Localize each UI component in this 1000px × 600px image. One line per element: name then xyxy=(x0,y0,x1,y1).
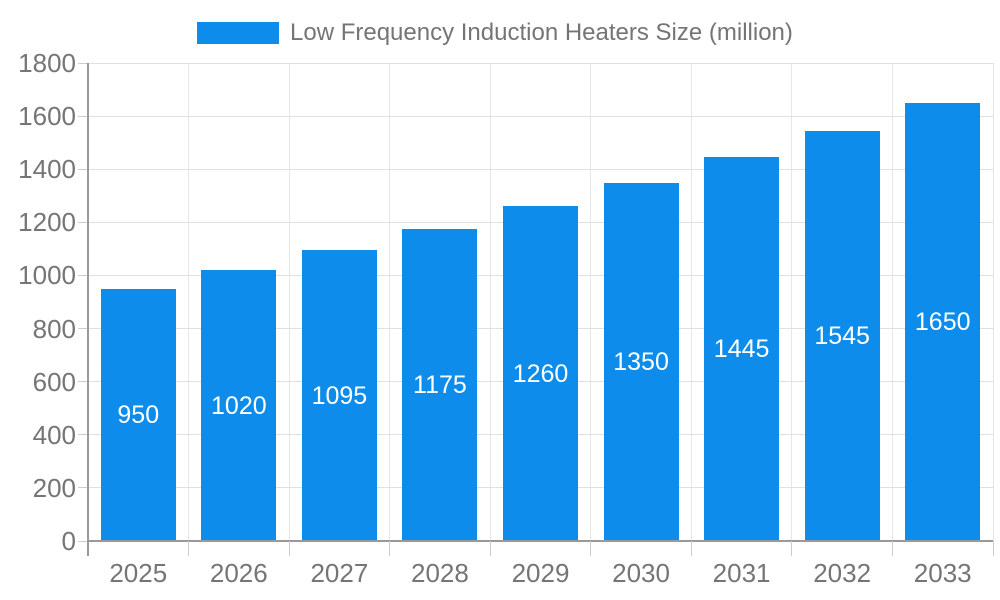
bar[interactable] xyxy=(402,228,478,541)
x-axis-line xyxy=(88,540,993,542)
x-axis-tick xyxy=(489,541,491,556)
x-tick-label: 2028 xyxy=(411,558,469,588)
gridline-horizontal xyxy=(88,168,993,170)
bar[interactable] xyxy=(804,130,880,541)
y-tick-label: 0 xyxy=(61,526,76,556)
x-axis-tick xyxy=(690,541,692,556)
bar[interactable] xyxy=(301,250,377,541)
gridline-horizontal xyxy=(88,115,993,117)
y-axis-tick xyxy=(78,274,88,276)
bar[interactable] xyxy=(100,288,176,541)
gridline-vertical xyxy=(188,63,190,541)
bar-value-label: 1095 xyxy=(311,381,368,410)
x-tick-label: 2030 xyxy=(612,558,670,588)
y-axis-tick xyxy=(78,168,88,170)
x-axis-tick xyxy=(992,541,994,556)
y-tick-label: 1800 xyxy=(18,48,76,78)
y-tick-label: 1000 xyxy=(18,260,76,291)
bar-value-label: 1260 xyxy=(512,359,569,388)
legend[interactable]: Low Frequency Induction Heaters Size (mi… xyxy=(197,19,793,47)
y-axis-tick xyxy=(78,221,88,223)
x-axis-tick xyxy=(590,541,592,556)
x-tick-label: 2033 xyxy=(913,558,972,588)
bar[interactable] xyxy=(704,157,780,541)
gridline-vertical xyxy=(690,63,692,541)
gridline-vertical xyxy=(992,63,994,541)
bar-value-label: 1350 xyxy=(613,347,669,376)
bar-value-label: 1650 xyxy=(914,307,971,336)
y-tick-label: 1600 xyxy=(18,101,76,132)
x-tick-label: 2026 xyxy=(209,558,268,588)
gridline-vertical xyxy=(288,63,290,541)
gridline-vertical xyxy=(489,63,491,541)
gridline-vertical xyxy=(590,63,592,541)
bar-value-label: 1020 xyxy=(211,391,267,420)
y-tick-label: 400 xyxy=(32,419,76,450)
y-tick-label: 1200 xyxy=(18,207,76,238)
x-tick-label: 2029 xyxy=(511,558,570,588)
bar[interactable] xyxy=(603,182,679,541)
x-axis-tick xyxy=(891,541,893,556)
gridline-vertical xyxy=(389,63,391,541)
y-axis-tick xyxy=(78,381,88,383)
bar-value-label: 1175 xyxy=(413,370,467,399)
y-tick-label: 800 xyxy=(32,313,76,344)
y-axis-tick xyxy=(78,62,88,64)
bar[interactable] xyxy=(905,102,981,541)
bar[interactable] xyxy=(201,270,277,541)
x-tick-label: 2032 xyxy=(813,558,872,588)
y-axis-tick xyxy=(78,540,88,542)
y-tick-label: 1400 xyxy=(18,154,76,185)
bar[interactable] xyxy=(503,206,578,541)
x-tick-label: 2027 xyxy=(310,558,369,588)
bar-value-label: 950 xyxy=(117,400,160,429)
x-tick-label: 2025 xyxy=(109,558,168,588)
x-axis-tick xyxy=(288,541,290,556)
y-tick-label: 600 xyxy=(32,366,76,397)
x-tick-label: 2031 xyxy=(712,558,771,588)
gridline-vertical xyxy=(891,63,893,541)
y-axis-line xyxy=(87,63,89,556)
x-axis-tick xyxy=(188,541,190,556)
y-axis-tick xyxy=(78,115,88,117)
gridline-vertical xyxy=(791,63,793,541)
bar-value-label: 1445 xyxy=(713,335,770,364)
y-axis-tick xyxy=(78,434,88,436)
y-axis-tick xyxy=(78,328,88,330)
gridline-horizontal xyxy=(88,62,993,64)
legend-label: Low Frequency Induction Heaters Size (mi… xyxy=(290,19,793,46)
y-tick-label: 200 xyxy=(32,472,76,503)
legend-swatch-icon xyxy=(197,22,279,44)
y-axis-tick xyxy=(78,487,88,489)
bar-value-label: 1545 xyxy=(814,321,870,350)
x-axis-tick xyxy=(389,541,391,556)
x-axis-tick xyxy=(791,541,793,556)
